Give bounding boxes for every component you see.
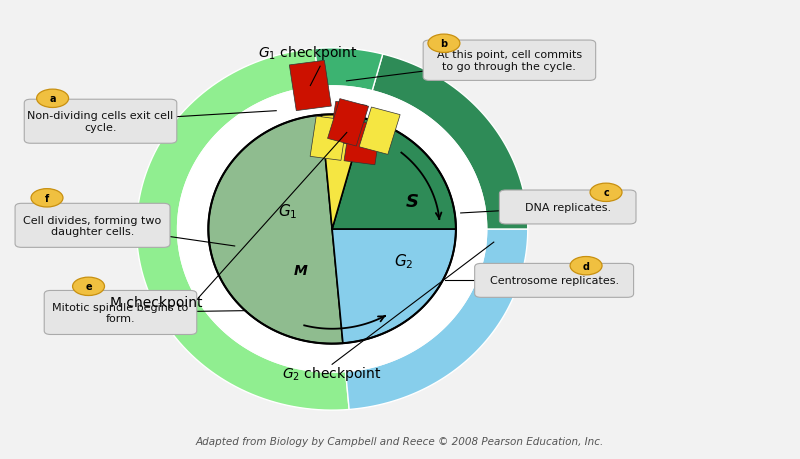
Text: c: c [603,188,609,198]
Text: a: a [50,94,56,104]
FancyBboxPatch shape [24,100,177,144]
Polygon shape [372,55,528,230]
Circle shape [73,278,105,296]
Text: Cell divides, forming two
daughter cells.: Cell divides, forming two daughter cells… [23,215,162,237]
Polygon shape [178,87,486,372]
Text: $G_1$ checkpoint: $G_1$ checkpoint [258,45,358,62]
Text: e: e [86,282,92,291]
Polygon shape [327,100,369,147]
Text: Non-dividing cells exit cell
cycle.: Non-dividing cells exit cell cycle. [27,111,174,133]
Text: Centrosome replicates.: Centrosome replicates. [490,276,618,286]
Polygon shape [290,61,331,112]
FancyBboxPatch shape [474,264,634,298]
Circle shape [590,184,622,202]
Text: M: M [294,264,307,278]
FancyBboxPatch shape [44,291,197,335]
Text: M checkpoint: M checkpoint [110,296,202,310]
Text: S: S [406,193,418,211]
Text: f: f [45,193,49,203]
Polygon shape [208,116,343,344]
Text: At this point, cell commits
to go through the cycle.: At this point, cell commits to go throug… [437,50,582,72]
Circle shape [31,189,63,207]
Text: Mitotic spindle begins to
form.: Mitotic spindle begins to form. [52,302,189,324]
Circle shape [428,35,460,53]
Polygon shape [332,230,456,343]
Text: Adapted from Biology by Campbell and Reece © 2008 Pearson Education, Inc.: Adapted from Biology by Campbell and Ree… [196,436,604,446]
Circle shape [570,257,602,275]
Text: b: b [440,39,447,49]
Polygon shape [310,117,347,161]
Polygon shape [346,230,528,409]
Polygon shape [332,119,456,230]
Polygon shape [322,115,364,230]
Polygon shape [137,50,349,410]
FancyBboxPatch shape [423,41,596,81]
Polygon shape [344,121,381,165]
FancyBboxPatch shape [15,204,170,248]
Text: $G_2$: $G_2$ [394,252,414,271]
Polygon shape [315,49,382,91]
FancyBboxPatch shape [499,190,636,224]
Polygon shape [359,108,400,155]
Text: DNA replicates.: DNA replicates. [525,202,610,213]
Text: $G_1$: $G_1$ [278,202,298,220]
Circle shape [37,90,69,108]
Text: $G_2$ checkpoint: $G_2$ checkpoint [282,364,382,383]
Text: d: d [582,261,590,271]
Polygon shape [330,102,366,146]
